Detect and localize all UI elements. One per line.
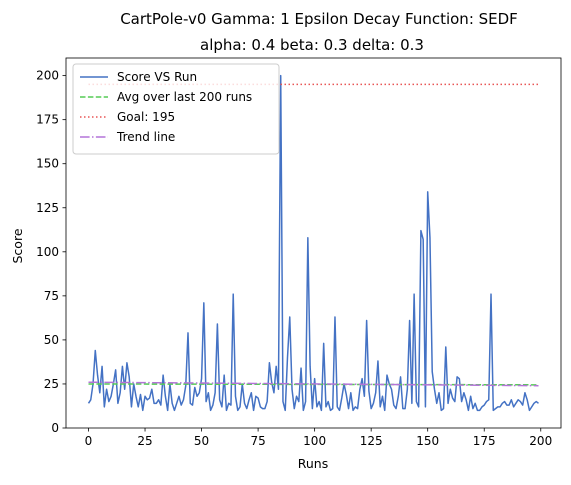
legend-label: Avg over last 200 runs (117, 90, 252, 104)
y-tick-label: 50 (44, 333, 59, 347)
legend-label: Trend line (116, 130, 175, 144)
x-tick-label: 75 (250, 434, 265, 448)
y-axis-label: Score (10, 228, 25, 263)
x-tick-label: 100 (303, 434, 326, 448)
y-tick-label: 150 (36, 157, 59, 171)
series-line-4 (88, 381, 539, 387)
plot-area: 0 25 50 75 100 125 150 175 200 0 25 50 75 100 125 150 17… (36, 57, 562, 448)
x-tick-label: 175 (473, 434, 496, 448)
series-line-1 (87, 74, 539, 412)
chart-title-line1: CartPole-v0 Gamma: 1 Epsilon Decay Funct… (120, 10, 518, 28)
legend-box (72, 63, 280, 155)
chart-title-line2: alpha: 0.4 beta: 0.3 delta: 0.3 (200, 36, 424, 54)
x-tick-label: 150 (416, 434, 439, 448)
x-tick-label: 125 (360, 434, 383, 448)
y-tick-label: 0 (51, 421, 59, 435)
y-tick-label: 175 (36, 113, 59, 127)
legend-label: Goal: 195 (117, 110, 175, 124)
x-tick-label: 25 (137, 434, 152, 448)
y-tick-label: 75 (44, 289, 59, 303)
y-tick-label: 100 (36, 245, 59, 259)
y-tick-label: 200 (36, 69, 59, 83)
y-tick-label: 25 (44, 377, 59, 391)
x-tick-label: 200 (529, 434, 552, 448)
x-tick-label: 0 (85, 434, 93, 448)
x-tick-label: 50 (194, 434, 209, 448)
plot-frame (65, 57, 562, 429)
legend-label: Score VS Run (117, 70, 197, 84)
x-axis-label: Runs (298, 456, 328, 471)
y-tick-label: 125 (36, 201, 59, 215)
